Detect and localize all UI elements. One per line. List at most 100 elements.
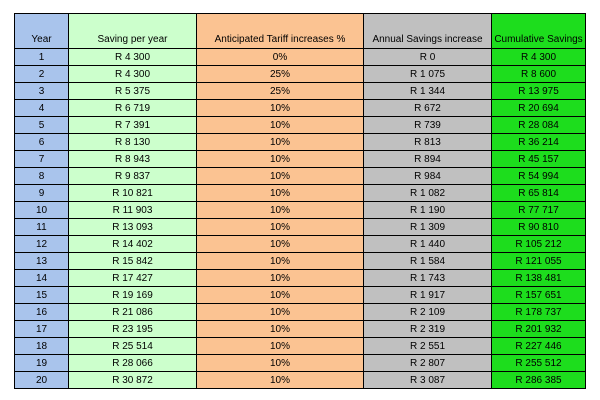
cell-annual-savings-increase: R 894 [363,150,492,168]
cell-cumulative-savings: R 13 975 [491,82,586,100]
cell-year: 8 [14,167,69,185]
cell-year: 12 [14,235,69,253]
cell-tariff-increase: 10% [196,286,364,304]
table-row: 19 R 28 066 10% R 2 807 R 255 512 [14,354,586,372]
cell-tariff-increase: 10% [196,99,364,117]
cell-annual-savings-increase: R 813 [363,133,492,151]
cell-tariff-increase: 25% [196,65,364,83]
cell-year: 14 [14,269,69,287]
cell-tariff-increase: 10% [196,133,364,151]
table-row: 10 R 11 903 10% R 1 190 R 77 717 [14,201,586,219]
cell-cumulative-savings: R 20 694 [491,99,586,117]
cell-annual-savings-increase: R 1 440 [363,235,492,253]
cell-saving-per-year: R 7 391 [68,116,197,134]
cell-year: 4 [14,99,69,117]
cell-annual-savings-increase: R 1 082 [363,184,492,202]
cell-cumulative-savings: R 227 446 [491,337,586,355]
cell-cumulative-savings: R 201 932 [491,320,586,338]
cell-saving-per-year: R 25 514 [68,337,197,355]
cell-year: 18 [14,337,69,355]
cell-cumulative-savings: R 90 810 [491,218,586,236]
table-row: 15 R 19 169 10% R 1 917 R 157 651 [14,286,586,304]
cell-cumulative-savings: R 157 651 [491,286,586,304]
cell-tariff-increase: 10% [196,320,364,338]
cell-saving-per-year: R 21 086 [68,303,197,321]
header-annual-savings-increase: Annual Savings increase [363,13,492,49]
cell-saving-per-year: R 15 842 [68,252,197,270]
table-row: 17 R 23 195 10% R 2 319 R 201 932 [14,320,586,338]
cell-cumulative-savings: R 54 994 [491,167,586,185]
cell-tariff-increase: 10% [196,252,364,270]
cell-saving-per-year: R 11 903 [68,201,197,219]
table-row: 12 R 14 402 10% R 1 440 R 105 212 [14,235,586,253]
cell-tariff-increase: 10% [196,354,364,372]
table-row: 20 R 30 872 10% R 3 087 R 286 385 [14,371,586,389]
table-row: 14 R 17 427 10% R 1 743 R 138 481 [14,269,586,287]
cell-annual-savings-increase: R 739 [363,116,492,134]
cell-saving-per-year: R 30 872 [68,371,197,389]
cell-tariff-increase: 10% [196,337,364,355]
cell-annual-savings-increase: R 2 109 [363,303,492,321]
cell-year: 9 [14,184,69,202]
cell-saving-per-year: R 23 195 [68,320,197,338]
cell-tariff-increase: 10% [196,218,364,236]
cell-saving-per-year: R 17 427 [68,269,197,287]
cell-tariff-increase: 10% [196,167,364,185]
cell-cumulative-savings: R 121 055 [491,252,586,270]
cell-annual-savings-increase: R 2 319 [363,320,492,338]
header-year: Year [14,13,69,49]
cell-cumulative-savings: R 286 385 [491,371,586,389]
cell-year: 20 [14,371,69,389]
cell-tariff-increase: 10% [196,269,364,287]
cell-tariff-increase: 25% [196,82,364,100]
cell-annual-savings-increase: R 984 [363,167,492,185]
cell-annual-savings-increase: R 672 [363,99,492,117]
savings-table: Year Saving per year Anticipated Tariff … [14,13,586,389]
cell-cumulative-savings: R 45 157 [491,150,586,168]
cell-cumulative-savings: R 28 084 [491,116,586,134]
table-row: 16 R 21 086 10% R 2 109 R 178 737 [14,303,586,321]
table-row: 11 R 13 093 10% R 1 309 R 90 810 [14,218,586,236]
header-cumulative-savings: Cumulative Savings [491,13,586,49]
cell-cumulative-savings: R 4 300 [491,48,586,66]
cell-saving-per-year: R 14 402 [68,235,197,253]
cell-saving-per-year: R 19 169 [68,286,197,304]
cell-tariff-increase: 10% [196,201,364,219]
cell-tariff-increase: 10% [196,150,364,168]
table-row: 18 R 25 514 10% R 2 551 R 227 446 [14,337,586,355]
cell-tariff-increase: 0% [196,48,364,66]
cell-saving-per-year: R 8 130 [68,133,197,151]
cell-annual-savings-increase: R 1 309 [363,218,492,236]
cell-saving-per-year: R 9 837 [68,167,197,185]
cell-cumulative-savings: R 105 212 [491,235,586,253]
header-saving-per-year: Saving per year [68,13,197,49]
cell-annual-savings-increase: R 2 807 [363,354,492,372]
cell-year: 1 [14,48,69,66]
cell-year: 17 [14,320,69,338]
table-row: 13 R 15 842 10% R 1 584 R 121 055 [14,252,586,270]
cell-annual-savings-increase: R 1 584 [363,252,492,270]
cell-saving-per-year: R 6 719 [68,99,197,117]
cell-annual-savings-increase: R 3 087 [363,371,492,389]
cell-year: 7 [14,150,69,168]
cell-year: 2 [14,65,69,83]
cell-saving-per-year: R 4 300 [68,65,197,83]
cell-saving-per-year: R 13 093 [68,218,197,236]
cell-cumulative-savings: R 178 737 [491,303,586,321]
cell-saving-per-year: R 4 300 [68,48,197,66]
cell-year: 5 [14,116,69,134]
cell-tariff-increase: 10% [196,184,364,202]
cell-annual-savings-increase: R 0 [363,48,492,66]
cell-year: 10 [14,201,69,219]
cell-cumulative-savings: R 8 600 [491,65,586,83]
cell-cumulative-savings: R 255 512 [491,354,586,372]
cell-cumulative-savings: R 65 814 [491,184,586,202]
